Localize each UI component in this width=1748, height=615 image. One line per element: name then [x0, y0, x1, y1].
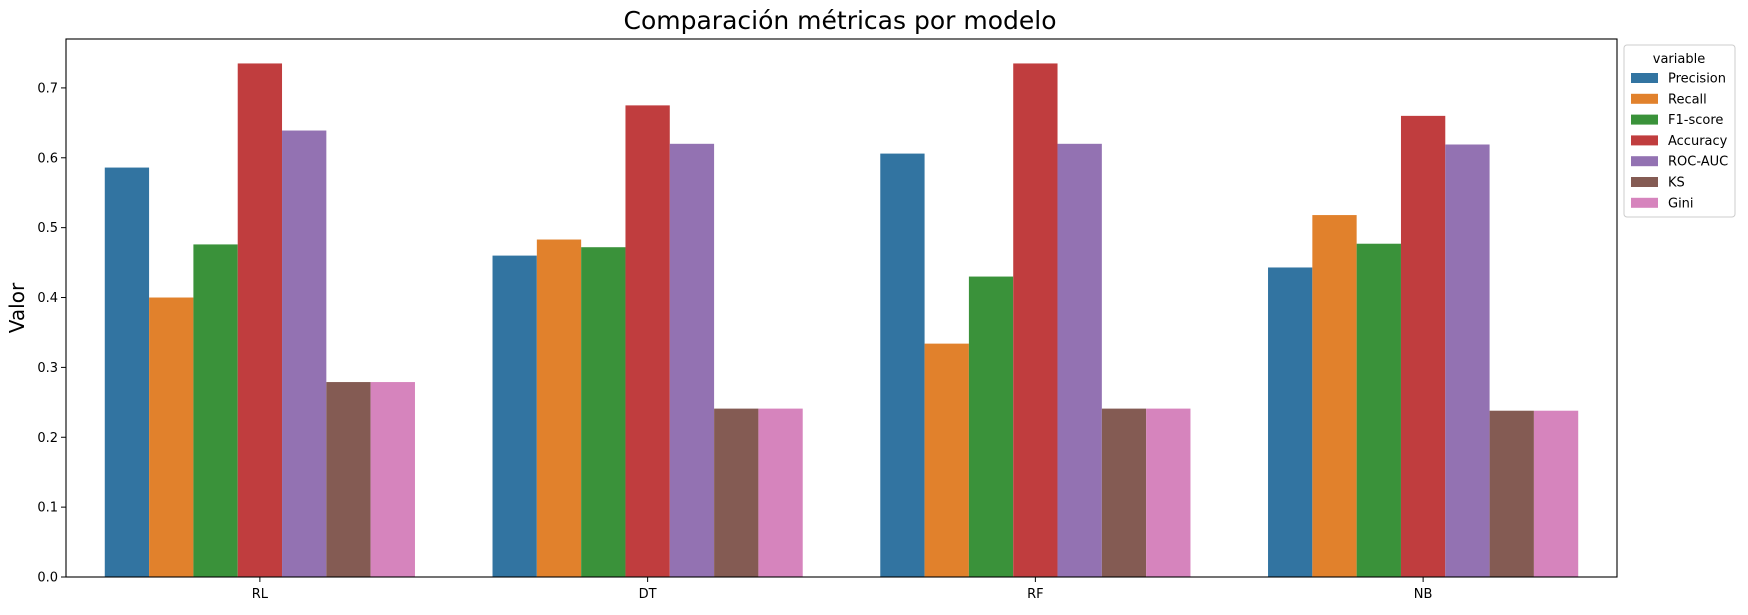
legend-frame: [1623, 44, 1736, 218]
y-tick-label: 0.2: [37, 431, 58, 446]
y-tick-label: 0.7: [37, 81, 58, 96]
legend-label: Gini: [1668, 196, 1694, 211]
legend-label: F1-score: [1668, 113, 1723, 128]
y-tick-label: 0.0: [37, 571, 58, 586]
legend-swatch: [1631, 93, 1658, 104]
bar-roc-auc-rf: [1057, 143, 1102, 577]
bar-ks-nb: [1489, 410, 1534, 577]
bar-precision-rl: [104, 167, 150, 577]
bar-f1-score-rl: [193, 244, 238, 578]
bar-roc-auc-nb: [1445, 144, 1490, 577]
bar-gini-dt: [758, 408, 803, 577]
bar-roc-auc-dt: [669, 143, 715, 577]
legend-swatch: [1631, 177, 1658, 187]
chart-title: Comparación métricas por modelo: [624, 6, 1057, 35]
x-tick-label: DT: [639, 587, 657, 602]
legend-label: Accuracy: [1668, 134, 1728, 149]
y-tick-label: 0.3: [37, 361, 58, 376]
legend: variable Precision Recall F1-score Accuracy…: [1623, 44, 1736, 218]
bar-recall-rf: [924, 343, 969, 577]
bar-accuracy-nb: [1400, 115, 1446, 578]
legend-swatch: [1631, 73, 1658, 83]
axes-group: 0.0 0.1 0.2 0.3 0.4 0.5 0.6 0.7 RL DT RF NB: [37, 38, 1618, 602]
bar-recall-dt: [536, 239, 582, 577]
bar-f1-score-nb: [1356, 243, 1401, 577]
bar-ks-dt: [714, 408, 759, 577]
bar-ks-rl: [326, 382, 371, 577]
y-axis-label: Valor: [5, 282, 29, 333]
y-tick-label: 0.6: [37, 151, 58, 166]
y-tick-label: 0.4: [37, 291, 58, 306]
bar-gini-nb: [1533, 410, 1579, 577]
bar-accuracy-rf: [1013, 63, 1058, 577]
legend-swatch: [1631, 114, 1658, 125]
plot-frame: [65, 38, 1618, 578]
bar-precision-nb: [1268, 267, 1313, 577]
legend-title: variable: [1653, 52, 1705, 67]
x-tick-label: NB: [1414, 587, 1433, 602]
bar-f1-score-dt: [581, 247, 626, 577]
y-tick-label: 0.5: [37, 221, 58, 236]
bar-recall-rl: [149, 297, 194, 577]
legend-label: Recall: [1668, 92, 1707, 107]
bar-accuracy-dt: [625, 105, 670, 577]
bar-precision-dt: [492, 255, 537, 577]
bar-recall-nb: [1312, 215, 1357, 577]
bar-roc-auc-rl: [282, 130, 327, 577]
bar-precision-rf: [880, 153, 925, 577]
bar-ks-rf: [1101, 408, 1147, 577]
legend-swatch: [1631, 135, 1658, 146]
legend-label: KS: [1668, 176, 1685, 191]
bar-gini-rl: [370, 382, 415, 577]
x-tick-label: RF: [1027, 587, 1044, 602]
legend-swatch: [1631, 156, 1658, 167]
bar-accuracy-rl: [237, 63, 283, 577]
bars-group: [104, 63, 1579, 578]
bar-gini-rf: [1146, 408, 1191, 577]
bar-f1-score-rf: [968, 276, 1014, 577]
x-tick-label: RL: [252, 587, 269, 602]
legend-label: ROC-AUC: [1668, 155, 1728, 170]
y-tick-label: 0.1: [37, 501, 58, 516]
legend-swatch: [1631, 197, 1658, 208]
legend-label: Precision: [1668, 72, 1726, 87]
